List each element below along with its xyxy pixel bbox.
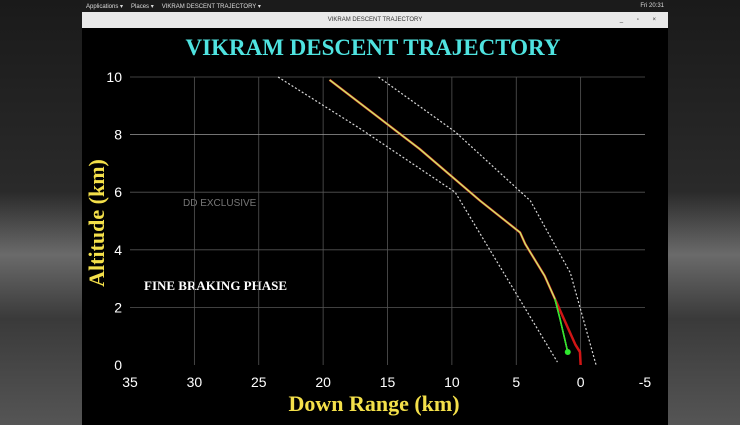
x-tick-label: 10 xyxy=(444,374,460,390)
x-tick-label: 15 xyxy=(380,374,396,390)
window-title: VIKRAM DESCENT TRAJECTORY xyxy=(327,17,423,23)
y-tick-label: 8 xyxy=(114,127,122,143)
x-tick-label: 20 xyxy=(315,374,331,390)
x-axis-label: Down Range (km) xyxy=(288,391,459,416)
watermark-annotation: DD EXCLUSIVE xyxy=(183,198,257,209)
chart-title: VIKRAM DESCENT TRAJECTORY xyxy=(186,35,561,60)
app-menu[interactable]: VIKRAM DESCENT TRAJECTORY ▾ xyxy=(161,3,261,10)
x-tick-label: 30 xyxy=(187,374,203,390)
window-controls[interactable]: _ ▫ × xyxy=(619,17,662,23)
final-descent-line xyxy=(554,298,569,353)
window-titlebar: VIKRAM DESCENT TRAJECTORY _ ▫ × xyxy=(82,12,668,28)
left-bound-line xyxy=(277,76,558,363)
chart-window: VIKRAM DESCENT TRAJECTORY Down Range (km… xyxy=(82,28,668,425)
lander-position-marker xyxy=(564,349,571,356)
x-tick-label: 35 xyxy=(122,374,138,390)
trajectory-chart: VIKRAM DESCENT TRAJECTORY Down Range (km… xyxy=(84,35,652,416)
system-top-bar: Applications ▾ Places ▾ VIKRAM DESCENT T… xyxy=(82,0,668,12)
x-tick-label: 0 xyxy=(577,374,585,390)
y-tick-label: 4 xyxy=(114,242,122,258)
y-tick-label: 0 xyxy=(114,357,122,373)
places-menu[interactable]: Places ▾ xyxy=(131,3,154,10)
x-tick-label: 25 xyxy=(251,374,267,390)
y-tick-label: 2 xyxy=(114,299,122,315)
x-tick-label: 5 xyxy=(512,374,520,390)
y-axis-label: Altitude (km) xyxy=(84,159,109,287)
phase-annotation: FINE BRAKING PHASE xyxy=(144,278,287,293)
actual-line xyxy=(329,79,569,353)
y-tick-label: 6 xyxy=(114,184,122,200)
clock[interactable]: Fri 20:31 xyxy=(640,3,664,9)
y-tick-label: 10 xyxy=(106,69,122,85)
right-bound-line xyxy=(378,76,597,366)
x-tick-label: -5 xyxy=(639,374,652,390)
applications-menu[interactable]: Applications ▾ xyxy=(86,3,124,10)
